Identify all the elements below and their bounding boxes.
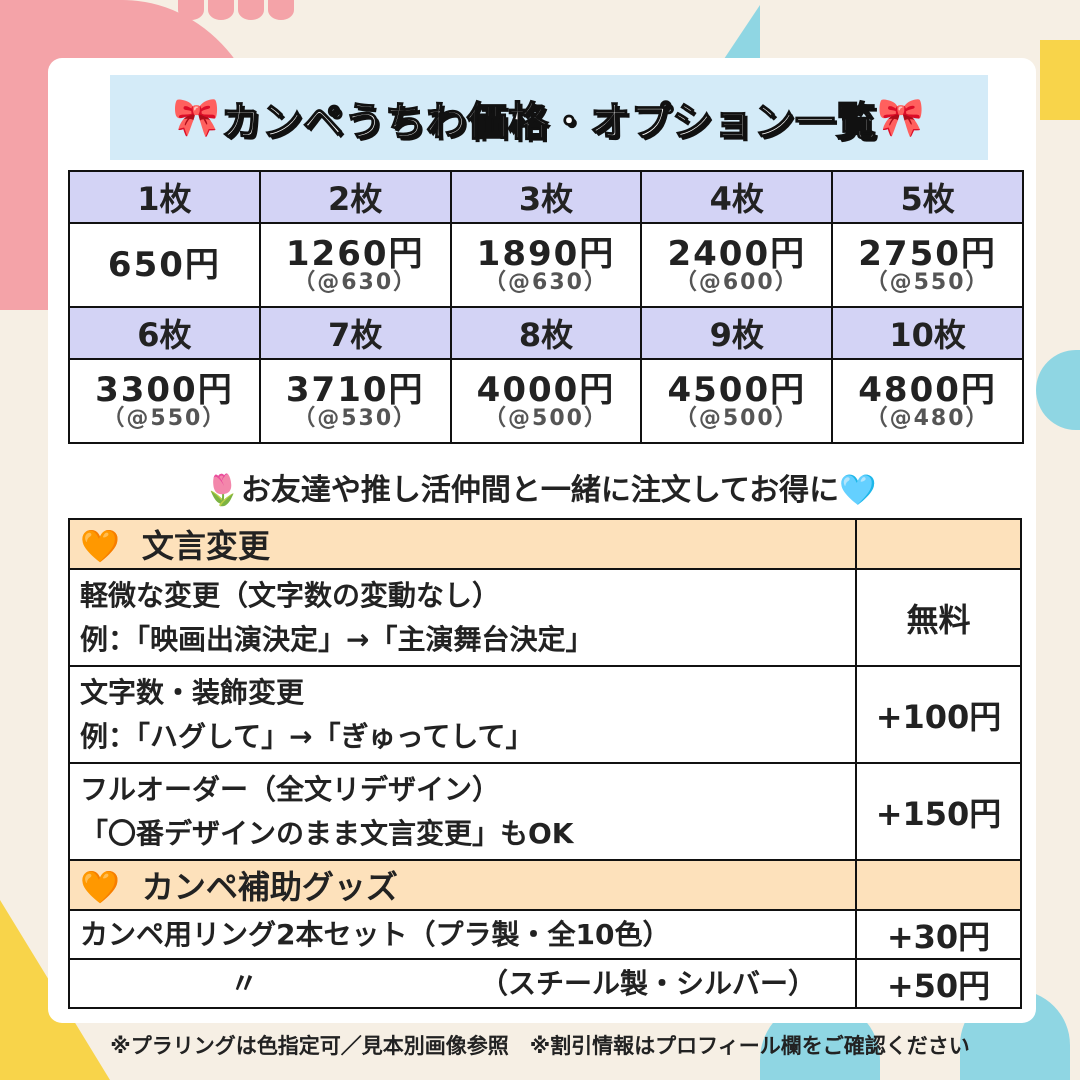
- price-cell: 3710円 （@530）: [258, 358, 452, 444]
- qty-cell: 8枚: [449, 306, 643, 360]
- total-price: 2750円: [858, 234, 997, 274]
- option-price: +150円: [855, 762, 1022, 861]
- qty-cell: 3枚: [449, 170, 643, 224]
- bg-pink-dot: [208, 0, 234, 20]
- qty-cell: 1枚: [68, 170, 261, 224]
- total-price: 3300円: [95, 370, 234, 410]
- bg-pink-dot: [178, 0, 204, 20]
- option-price: +30円: [855, 909, 1022, 960]
- price-cell: 650円: [68, 222, 261, 308]
- options-table: 🧡 文言変更 軽微な変更（文字数の変動なし） 例：「映画出演決定」→「主演舞台決定」…: [68, 518, 1022, 1009]
- qty-cell: 4枚: [640, 170, 834, 224]
- bg-blue-circle: [1036, 350, 1080, 430]
- unit-price: （@600）: [674, 270, 799, 295]
- price-cell: 3300円 （@550）: [68, 358, 261, 444]
- qty-cell: 6枚: [68, 306, 261, 360]
- price-row: 3300円 （@550） 3710円 （@530） 4000円 （@500） 4500円 （@…: [68, 358, 1024, 444]
- price-cell: 1890円 （@630）: [449, 222, 643, 308]
- total-price: 1890円: [476, 234, 616, 274]
- qty-cell: 9枚: [640, 306, 834, 360]
- title-text: カンペうちわ価格・オプション一覧: [220, 98, 877, 146]
- price-cell: 4800円 （@480）: [831, 358, 1024, 444]
- option-label: カンペ用リング2本セット（プラ製・全10色）: [68, 909, 857, 960]
- heart-icon: 🧡: [80, 527, 120, 565]
- price-cell: 4000円 （@500）: [449, 358, 643, 444]
- unit-price: （@530）: [293, 406, 418, 431]
- ditto-mark: 〃: [230, 966, 259, 1000]
- unit-price: （@480）: [865, 406, 990, 431]
- heart-icon: 🧡: [80, 868, 120, 906]
- total-price: 2400円: [667, 234, 807, 274]
- option-label: 軽微な変更（文字数の変動なし）: [80, 578, 501, 612]
- option-row: 〃 （スチール製・シルバー） +50円: [68, 958, 1022, 1009]
- unit-price: （@630）: [293, 270, 418, 295]
- option-price: +100円: [855, 665, 1022, 764]
- price-row: 650円 1260円 （@630） 1890円 （@630） 2400円 （@600） 275…: [68, 222, 1024, 308]
- option-example: 例：「映画出演決定」→「主演舞台決定」: [80, 622, 594, 656]
- page-title: 🎀 カンペうちわ価格・オプション一覧 🎀: [110, 75, 988, 160]
- qty-cell: 10枚: [831, 306, 1024, 360]
- option-example: 例：「ハグして」→「ぎゅってして」: [80, 719, 534, 753]
- section-title: 文言変更: [141, 527, 270, 565]
- price-cell: 4500円 （@500）: [640, 358, 834, 444]
- section-header: 🧡 カンペ補助グッズ: [68, 859, 1022, 911]
- total-price: 3710円: [285, 370, 425, 410]
- bg-yellow-block: [1040, 40, 1080, 120]
- total-price: 650円: [107, 245, 221, 285]
- unit-price: （@550）: [102, 406, 227, 431]
- unit-price: （@550）: [865, 270, 990, 295]
- bg-pink-dot: [238, 0, 264, 20]
- unit-price: （@500）: [484, 406, 608, 431]
- heart-icon: 🩵: [839, 473, 877, 508]
- qty-row: 1枚 2枚 3枚 4枚 5枚: [68, 170, 1024, 224]
- price-cell: 2400円 （@600）: [640, 222, 834, 308]
- tagline: 🌷お友達や推し活仲間と一緒に注文してお得に🩵: [0, 465, 1080, 509]
- section-title: カンペ補助グッズ: [141, 868, 398, 906]
- bg-pink-dot: [268, 0, 294, 20]
- qty-cell: 7枚: [258, 306, 452, 360]
- price-table: 1枚 2枚 3枚 4枚 5枚 650円 1260円 （@630） 1890円 （@630） 2400…: [68, 170, 1024, 444]
- price-cell: 2750円 （@550）: [831, 222, 1024, 308]
- price-cell: 1260円 （@630）: [258, 222, 452, 308]
- option-row: カンペ用リング2本セット（プラ製・全10色） +30円: [68, 909, 1022, 960]
- option-row: 軽微な変更（文字数の変動なし） 例：「映画出演決定」→「主演舞台決定」 無料: [68, 568, 1022, 667]
- qty-cell: 2枚: [258, 170, 452, 224]
- total-price: 4000円: [476, 370, 616, 410]
- section-header: 🧡 文言変更: [68, 518, 1022, 570]
- option-row: フルオーダー（全文リデザイン） 「〇番デザインのまま文言変更」もOK +150円: [68, 762, 1022, 861]
- tulip-icon: 🌷: [203, 473, 241, 508]
- unit-price: （@630）: [484, 270, 608, 295]
- option-price: +50円: [855, 958, 1022, 1009]
- qty-row: 6枚 7枚 8枚 9枚 10枚: [68, 306, 1024, 360]
- option-label: 文字数・装飾変更: [80, 675, 305, 709]
- total-price: 1260円: [285, 234, 425, 274]
- option-row: 文字数・装飾変更例：「ハグして」→「ぎゅってして」 +100円: [68, 665, 1022, 764]
- total-price: 4500円: [667, 370, 807, 410]
- unit-price: （@500）: [674, 406, 799, 431]
- bow-icon: 🎀: [877, 95, 926, 139]
- bow-icon: 🎀: [172, 95, 221, 139]
- option-example: 「〇番デザインのまま文言変更」もOK: [80, 816, 574, 850]
- option-price: 無料: [855, 568, 1022, 667]
- qty-cell: 5枚: [831, 170, 1024, 224]
- option-label: フルオーダー（全文リデザイン）: [80, 772, 501, 806]
- footer-note: ※プラリングは色指定可／見本別画像参照 ※割引情報はプロフィール欄をご確認くださ…: [110, 1034, 970, 1058]
- total-price: 4800円: [858, 370, 997, 410]
- option-label: （スチール製・シルバー）: [480, 966, 817, 1000]
- tagline-text: お友達や推し活仲間と一緒に注文してお得に: [240, 473, 840, 508]
